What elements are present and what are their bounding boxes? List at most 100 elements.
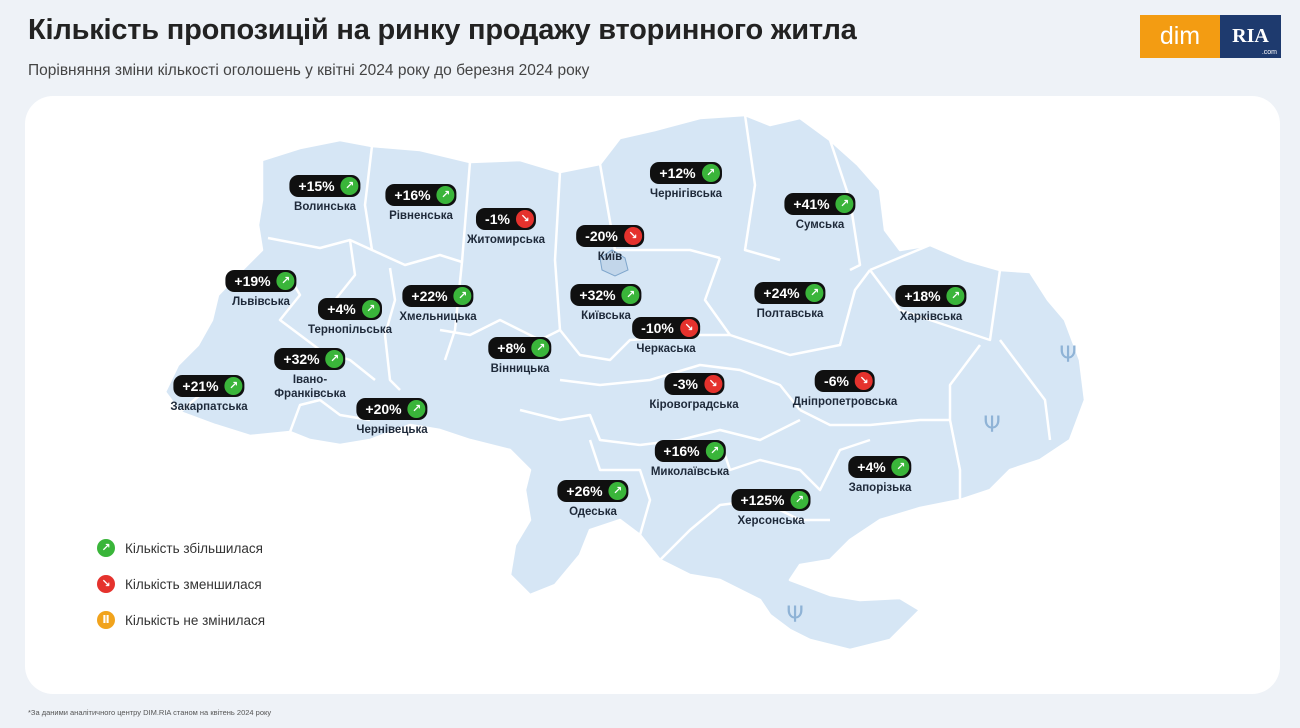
- region-label: +4% ↗ Запорізька: [848, 456, 912, 495]
- arrow-down-right-icon: ↘: [679, 319, 698, 337]
- region-label: +8% ↗ Вінницька: [488, 337, 552, 376]
- region-label: +125% ↗ Херсонська: [731, 489, 811, 528]
- arrow-down-right-icon: ↘: [854, 372, 873, 390]
- change-value: +12%: [659, 165, 696, 181]
- arrow-up-right-icon: ↗: [946, 287, 965, 305]
- region-label: +22% ↗ Хмельницька: [399, 285, 477, 324]
- dim-ria-logo[interactable]: dim RIA .com: [1140, 15, 1281, 58]
- region-label: +16% ↗ Миколаївська: [651, 440, 729, 479]
- region-label: +12% ↗ Чернігівська: [650, 162, 722, 201]
- change-badge: +19% ↗: [225, 270, 297, 292]
- arrow-up-right-icon: ↗: [224, 377, 243, 395]
- change-value: +4%: [857, 459, 886, 475]
- legend-item: Ⅱ Кількість не змінилася: [97, 602, 265, 638]
- pause-icon: Ⅱ: [97, 611, 115, 629]
- change-value: -20%: [585, 228, 618, 244]
- change-value: +8%: [497, 340, 526, 356]
- change-value: +125%: [740, 492, 785, 508]
- region-label: +18% ↗ Харківська: [895, 285, 967, 324]
- arrow-up-right-icon: ↗: [325, 350, 344, 368]
- change-badge: +20% ↗: [356, 398, 428, 420]
- change-badge: -20% ↘: [576, 225, 644, 247]
- legend-label: Кількість не змінилася: [125, 612, 266, 628]
- region-label: -1% ↘ Житомирська: [467, 208, 545, 247]
- region-name: Запорізька: [848, 482, 912, 494]
- arrow-up-right-icon: ↗: [531, 339, 550, 357]
- region-name: Рівненська: [389, 210, 453, 222]
- change-badge: +32% ↗: [274, 348, 346, 370]
- region-name: Закарпатська: [170, 401, 248, 413]
- page-subtitle: Порівняння зміни кількості оголошень у к…: [28, 62, 590, 79]
- change-badge: +32% ↗: [570, 284, 642, 306]
- region-name: Київська: [581, 310, 631, 322]
- legend-item: ↗ Кількість збільшилася: [97, 530, 265, 566]
- change-value: +32%: [283, 351, 320, 367]
- region-name: Одеська: [569, 506, 617, 518]
- change-value: +41%: [793, 196, 830, 212]
- legend: ↗ Кількість збільшилася ↘ Кількість зменшил…: [97, 530, 265, 638]
- region-name: Херсонська: [737, 515, 805, 527]
- change-badge: +12% ↗: [650, 162, 722, 184]
- change-badge: +24% ↗: [754, 282, 826, 304]
- arrow-up-right-icon: ↗: [891, 458, 910, 476]
- arrow-down-right-icon: ↘: [623, 227, 642, 245]
- arrow-up-right-icon: ↗: [407, 400, 426, 418]
- change-badge: -6% ↘: [815, 370, 875, 392]
- change-value: +16%: [394, 187, 431, 203]
- change-value: -1%: [485, 211, 510, 227]
- change-value: +18%: [904, 288, 941, 304]
- change-badge: -3% ↘: [664, 373, 724, 395]
- trident-icon: Ψ: [983, 413, 1000, 438]
- change-value: -3%: [673, 376, 698, 392]
- legend-item: ↘ Кількість зменшилася: [97, 566, 265, 602]
- change-badge: -10% ↘: [632, 317, 700, 339]
- change-badge: +41% ↗: [784, 193, 856, 215]
- region-name: Миколаївська: [650, 466, 730, 478]
- region-name: Київ: [597, 251, 623, 263]
- region-name: Полтавська: [756, 308, 824, 320]
- region-name: Дніпропетровська: [792, 396, 898, 408]
- footnote: *За даними аналітичного центру DIM.RIA с…: [28, 708, 272, 717]
- arrow-up-right-icon: ↗: [608, 482, 627, 500]
- change-value: +16%: [663, 443, 700, 459]
- arrow-down-right-icon: ↘: [97, 575, 115, 593]
- change-badge: -1% ↘: [476, 208, 536, 230]
- region-label: +19% ↗ Львівська: [225, 270, 297, 309]
- arrow-up-right-icon: ↗: [340, 177, 359, 195]
- change-value: +19%: [234, 273, 271, 289]
- change-value: +32%: [579, 287, 616, 303]
- region-name: Чернігівська: [649, 188, 723, 200]
- change-badge: +125% ↗: [731, 489, 811, 511]
- region-name: Кіровоградська: [649, 399, 739, 411]
- region-name: Чернівецька: [356, 424, 428, 436]
- region-label: +41% ↗ Сумська: [784, 193, 856, 232]
- arrow-down-right-icon: ↘: [703, 375, 722, 393]
- region-name: Житомирська: [466, 234, 546, 246]
- region-label: +20% ↗ Чернівецька: [356, 398, 428, 437]
- logo-ria: RIA .com: [1220, 15, 1281, 58]
- change-badge: +21% ↗: [173, 375, 245, 397]
- arrow-up-right-icon: ↗: [361, 300, 380, 318]
- change-value: +4%: [327, 301, 356, 317]
- region-label: +32% ↗ Івано- Франківська: [274, 348, 346, 401]
- kyiv-city-shape: [599, 249, 629, 277]
- change-badge: +22% ↗: [402, 285, 474, 307]
- change-value: +24%: [763, 285, 800, 301]
- arrow-up-right-icon: ↗: [453, 287, 472, 305]
- arrow-up-right-icon: ↗: [276, 272, 295, 290]
- change-badge: +18% ↗: [895, 285, 967, 307]
- change-badge: +8% ↗: [488, 337, 552, 359]
- arrow-up-right-icon: ↗: [805, 284, 824, 302]
- arrow-up-right-icon: ↗: [835, 195, 854, 213]
- legend-label: Кількість збільшилася: [125, 540, 263, 556]
- region-label: -3% ↘ Кіровоградська: [649, 373, 739, 412]
- region-name: Вінницька: [490, 363, 550, 375]
- region-label: -6% ↘ Дніпропетровська: [792, 370, 898, 409]
- change-badge: +16% ↗: [385, 184, 457, 206]
- region-label: +16% ↗ Рівненська: [385, 184, 457, 223]
- region-name: Харківська: [899, 311, 963, 323]
- region-label: +26% ↗ Одеська: [557, 480, 629, 519]
- arrow-down-right-icon: ↘: [515, 210, 534, 228]
- arrow-up-right-icon: ↗: [621, 286, 640, 304]
- region-label: -20% ↘ Київ: [576, 225, 644, 264]
